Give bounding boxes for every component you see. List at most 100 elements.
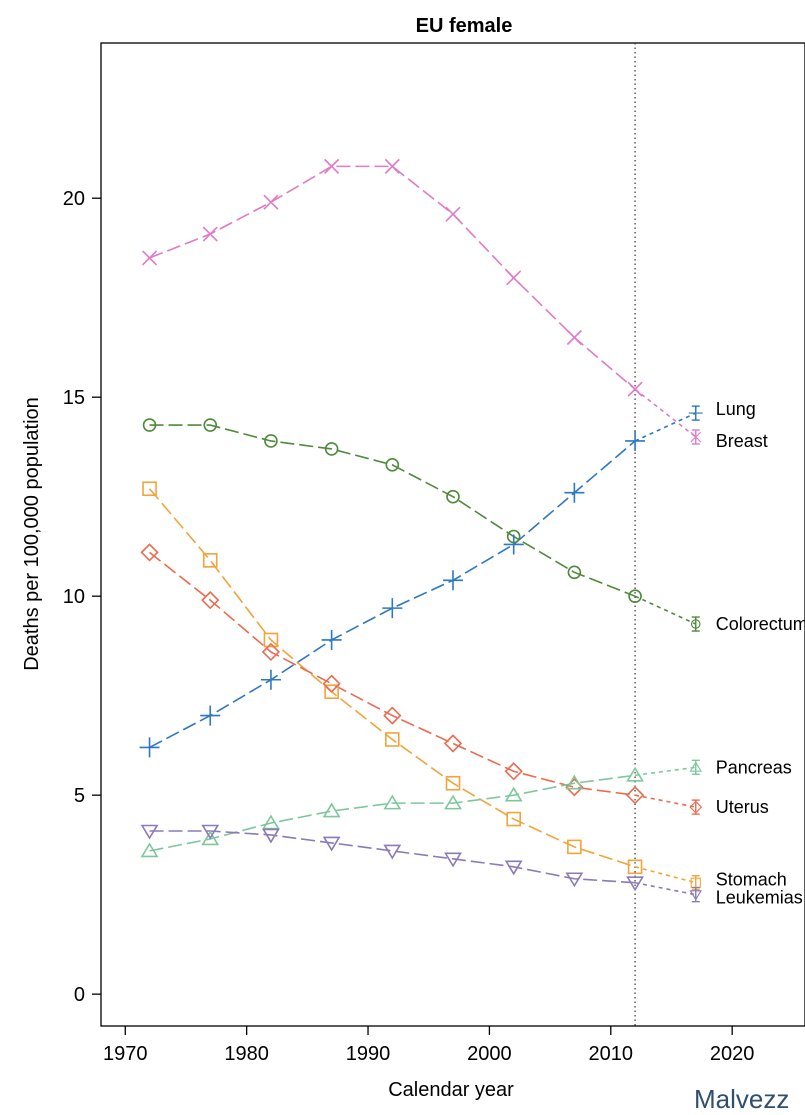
point-leukemias-2002: [504, 860, 523, 876]
end-label-colorectum: Colorectum: [716, 614, 805, 634]
x-tick-label-1980: 1980: [224, 1043, 269, 1065]
point-breast-1977: [202, 226, 218, 242]
point-colorectum-1992: [385, 458, 400, 472]
credit-text: Malvezz: [694, 1084, 790, 1114]
point-leukemias-1992: [383, 844, 402, 860]
series-projection-lung: [634, 412, 697, 442]
point-leukemias-1972: [140, 824, 159, 840]
series-line-lung: [149, 440, 636, 749]
point-leukemias-1997: [444, 852, 462, 868]
point-pancreas-1997: [444, 794, 462, 810]
end-label-leukemias: Leukemias: [716, 888, 803, 908]
point-leukemias-2012: [626, 876, 644, 892]
point-colorectum-1987: [324, 442, 339, 456]
point-uterus-1997: [443, 734, 463, 753]
point-uterus-2012: [625, 786, 645, 805]
point-stomach-2007: [567, 839, 582, 855]
series-projection-stomach: [634, 866, 696, 884]
point-leukemias-2007: [565, 872, 584, 888]
axes: 1970 1980 1990 2000 2010 2020 0 5 10 15 20: [63, 188, 755, 1065]
point-stomach-2012: [627, 859, 643, 875]
series-lines: [148, 165, 697, 896]
series-projection-breast: [634, 388, 697, 438]
point-lung-1972: [139, 737, 160, 758]
point-uterus-1987: [322, 674, 341, 693]
series-projection-leukemias: [634, 881, 696, 896]
predicted-marker-lung: [688, 406, 703, 421]
y-tick-label-10: 10: [63, 586, 85, 608]
point-leukemias-1977: [201, 824, 220, 840]
point-stomach-1972: [142, 481, 157, 497]
point-colorectum-2007: [567, 565, 582, 580]
point-breast-1997: [445, 206, 461, 222]
point-stomach-1992: [385, 732, 400, 747]
series-projection-uterus: [634, 794, 696, 808]
predicted-marker-colorectum: [690, 619, 701, 629]
point-breast-1972: [141, 250, 158, 266]
plot-frame: [100, 42, 805, 1027]
point-breast-2007: [566, 329, 582, 346]
series-line-colorectum: [149, 424, 636, 597]
point-lung-1992: [382, 598, 403, 619]
point-pancreas-1982: [262, 814, 280, 830]
predicted-marker-uterus: [689, 800, 703, 814]
point-lung-1987: [321, 629, 342, 650]
point-lung-2002: [503, 534, 524, 555]
point-breast-2012: [627, 381, 643, 397]
series-projection-pancreas: [634, 766, 696, 777]
point-stomach-1987: [324, 684, 339, 700]
point-leukemias-1987: [322, 836, 341, 852]
end-label-pancreas: Pancreas: [716, 757, 792, 777]
series-points: [139, 158, 703, 903]
predicted-marker-pancreas: [689, 761, 702, 772]
point-colorectum-2012: [628, 589, 642, 603]
point-stomach-1982: [263, 632, 279, 648]
x-tick-label-1970: 1970: [103, 1043, 148, 1065]
predicted-point-colorectum: [691, 616, 700, 632]
point-breast-1982: [263, 194, 279, 210]
point-uterus-1972: [140, 543, 159, 562]
point-stomach-2002: [506, 811, 521, 827]
series-line-pancreas: [149, 774, 636, 852]
point-lung-1977: [200, 705, 221, 726]
point-colorectum-1982: [264, 434, 278, 448]
y-tick-label-5: 5: [74, 785, 85, 807]
series-line-breast: [149, 165, 636, 390]
point-uterus-1977: [201, 591, 220, 610]
series-line-stomach: [148, 488, 636, 868]
point-lung-2007: [564, 482, 585, 503]
point-uterus-1992: [383, 706, 402, 725]
predicted-point-uterus: [691, 799, 700, 815]
point-lung-1997: [443, 570, 463, 591]
point-breast-2002: [506, 270, 522, 286]
point-pancreas-1977: [201, 830, 220, 846]
y-axis-label: Deaths per 100,000 population: [21, 397, 43, 671]
point-breast-1987: [324, 158, 340, 174]
point-colorectum-1977: [203, 418, 218, 432]
point-breast-1992: [384, 158, 400, 174]
point-colorectum-1972: [142, 418, 157, 432]
chart-title: EU female: [416, 15, 513, 37]
point-stomach-1977: [202, 553, 218, 568]
point-pancreas-1972: [140, 842, 159, 858]
point-colorectum-2002: [506, 529, 521, 544]
series-line-leukemias: [149, 830, 636, 884]
end-label-uterus: Uterus: [716, 797, 769, 817]
point-lung-2012: [625, 430, 646, 451]
y-tick-label-15: 15: [63, 387, 85, 409]
point-pancreas-2002: [504, 786, 523, 802]
x-axis-label: Calendar year: [388, 1079, 514, 1101]
x-tick-label-2000: 2000: [467, 1043, 512, 1065]
point-leukemias-1982: [262, 828, 280, 844]
point-stomach-1997: [445, 775, 461, 791]
point-colorectum-1997: [446, 489, 460, 504]
predicted-marker-breast: [690, 431, 702, 443]
point-lung-1982: [260, 669, 281, 690]
x-tick-label-2010: 2010: [589, 1043, 634, 1065]
end-label-lung: Lung: [716, 399, 756, 419]
point-uterus-2002: [504, 762, 523, 781]
x-tick-label-2020: 2020: [710, 1043, 755, 1065]
end-label-breast: Breast: [716, 431, 768, 451]
point-pancreas-1992: [383, 794, 402, 810]
y-tick-label-20: 20: [63, 188, 85, 210]
